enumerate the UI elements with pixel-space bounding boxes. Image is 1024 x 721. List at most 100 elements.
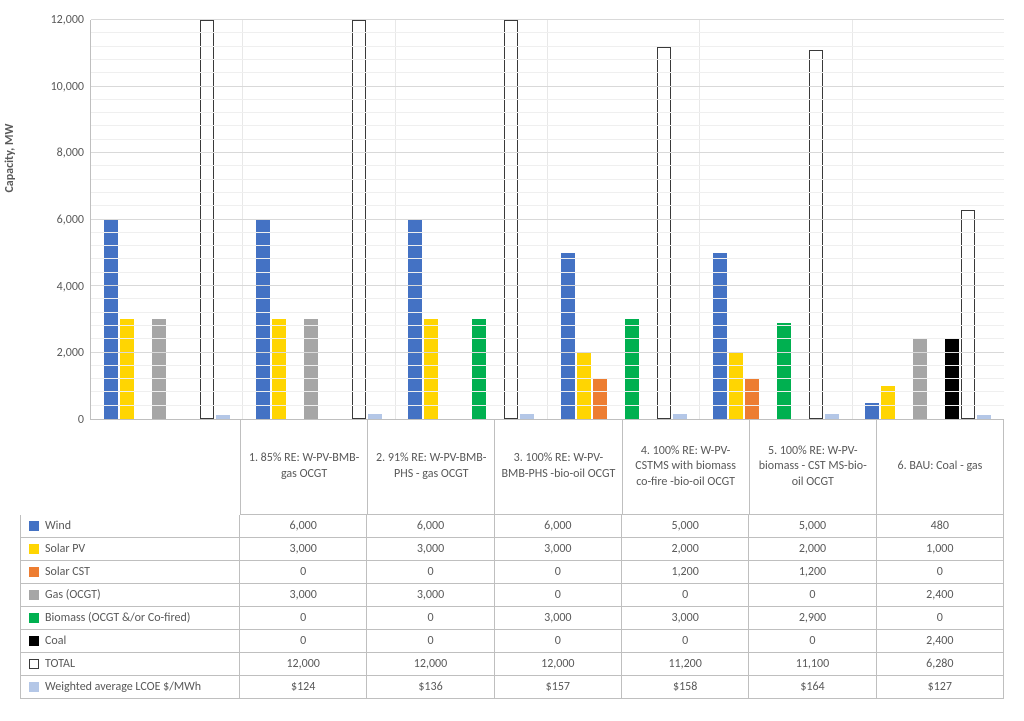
bar-total [352, 20, 366, 419]
gridline-minor [91, 378, 1004, 379]
bars-container [853, 20, 1004, 419]
table-cell: 1,200 [622, 561, 749, 584]
table-cell: $157 [495, 676, 622, 699]
gridline-minor [91, 258, 1004, 259]
y-tick-label: 4,000 [57, 280, 84, 294]
legend-swatch [29, 567, 39, 577]
table-row: Biomass (OCGT &/or Co-fired)003,0003,000… [20, 607, 1004, 630]
table-row-cells: 000002,400 [240, 630, 1004, 653]
table-cell: 0 [622, 630, 749, 653]
table-cell: $127 [877, 676, 1004, 699]
table-cell: 12,000 [240, 653, 367, 676]
table-cell: 3,000 [240, 584, 367, 607]
legend-swatch [29, 636, 39, 646]
table-cell: 2,000 [622, 538, 749, 561]
y-tick-label: 8,000 [57, 146, 84, 160]
table-row: TOTAL12,00012,00012,00011,20011,1006,280 [20, 653, 1004, 676]
bar-group [396, 20, 548, 419]
table-cell: 0 [240, 561, 367, 584]
bar-cst [593, 379, 607, 419]
bar-wind [713, 253, 727, 419]
table-cell: 0 [367, 607, 494, 630]
category-row-spacer [20, 420, 240, 515]
y-tick-label: 10,000 [51, 80, 84, 94]
y-axis: Capacity, MW 02,0004,0006,0008,00010,000… [20, 20, 90, 420]
table-row: Gas (OCGT)3,0003,0000002,400 [20, 584, 1004, 607]
table-cell: 3,000 [495, 538, 622, 561]
table-row-cells: 6,0006,0006,0005,0005,000480 [240, 515, 1004, 538]
gridline-major [91, 86, 1004, 87]
bar-solarpv [729, 353, 743, 419]
bar-group [853, 20, 1004, 419]
gridline-minor [91, 391, 1004, 392]
gridline-minor [91, 72, 1004, 73]
bar-lcoe [368, 414, 382, 419]
table-cell: 5,000 [622, 515, 749, 538]
table-cell: 12,000 [495, 653, 622, 676]
table-row-cells: 0001,2001,2000 [240, 561, 1004, 584]
gridline-minor [91, 325, 1004, 326]
legend-swatch [29, 590, 39, 600]
gridline-minor [91, 245, 1004, 246]
bar-group [243, 20, 395, 419]
series-legend-wind: Wind [20, 515, 240, 538]
table-cell: 3,000 [367, 584, 494, 607]
table-cell: 3,000 [367, 538, 494, 561]
bar-total [200, 20, 214, 419]
bar-lcoe [673, 414, 687, 419]
bar-lcoe [977, 415, 991, 419]
table-cell: 0 [749, 630, 876, 653]
legend-label: Biomass (OCGT &/or Co-fired) [45, 611, 190, 625]
table-cell: 0 [495, 561, 622, 584]
gridline-minor [91, 112, 1004, 113]
bars-container [700, 20, 851, 419]
series-legend-cst: Solar CST [20, 561, 240, 584]
gridline-major [91, 152, 1004, 153]
series-legend-solarpv: Solar PV [20, 538, 240, 561]
y-axis-label: Capacity, MW [3, 124, 17, 193]
legend-label: Weighted average LCOE $/MWh [45, 680, 201, 694]
legend-swatch [29, 659, 39, 669]
legend-swatch [29, 613, 39, 623]
gridline-minor [91, 205, 1004, 206]
table-cell: 0 [240, 630, 367, 653]
table-cell: $164 [749, 676, 876, 699]
table-cell: 0 [877, 607, 1004, 630]
table-cell: 2,400 [877, 584, 1004, 607]
gridline-minor [91, 139, 1004, 140]
gridline-minor [91, 405, 1004, 406]
bar-solarpv [577, 353, 591, 419]
legend-label: Solar CST [45, 565, 90, 579]
table-cell: 3,000 [622, 607, 749, 630]
gridline-minor [91, 365, 1004, 366]
bar-groups [91, 20, 1004, 419]
gridline-major [91, 219, 1004, 220]
gridline-minor [91, 32, 1004, 33]
bar-group [548, 20, 700, 419]
table-row-cells: 3,0003,0000002,400 [240, 584, 1004, 607]
gridline-minor [91, 272, 1004, 273]
category-label: 1. 85% RE: W-PV-BMB-gas OCGT [240, 420, 368, 515]
table-cell: 0 [367, 561, 494, 584]
table-cell: 2,900 [749, 607, 876, 630]
table-cell: 0 [877, 561, 1004, 584]
gridline-minor [91, 338, 1004, 339]
table-row: Solar CST 0001,2001,2000 [20, 561, 1004, 584]
gridline-minor [91, 298, 1004, 299]
category-label: 4. 100% RE: W-PV-CSTMS with biomass co-f… [623, 420, 750, 515]
table-cell: 2,000 [749, 538, 876, 561]
table-cell: 0 [622, 584, 749, 607]
category-cells: 1. 85% RE: W-PV-BMB-gas OCGT2. 91% RE: W… [240, 420, 1004, 515]
series-legend-coal: Coal [20, 630, 240, 653]
gridline-minor [91, 46, 1004, 47]
gridline-major [91, 285, 1004, 286]
series-legend-gas: Gas (OCGT) [20, 584, 240, 607]
legend-label: Gas (OCGT) [45, 588, 101, 602]
series-legend-total: TOTAL [20, 653, 240, 676]
legend-label: Solar PV [45, 542, 85, 556]
plot-area [90, 20, 1004, 420]
legend-label: Wind [45, 519, 71, 533]
table-row: Solar PV3,0003,0003,0002,0002,0001,000 [20, 538, 1004, 561]
table-cell: 0 [749, 584, 876, 607]
legend-label: TOTAL [45, 657, 75, 671]
